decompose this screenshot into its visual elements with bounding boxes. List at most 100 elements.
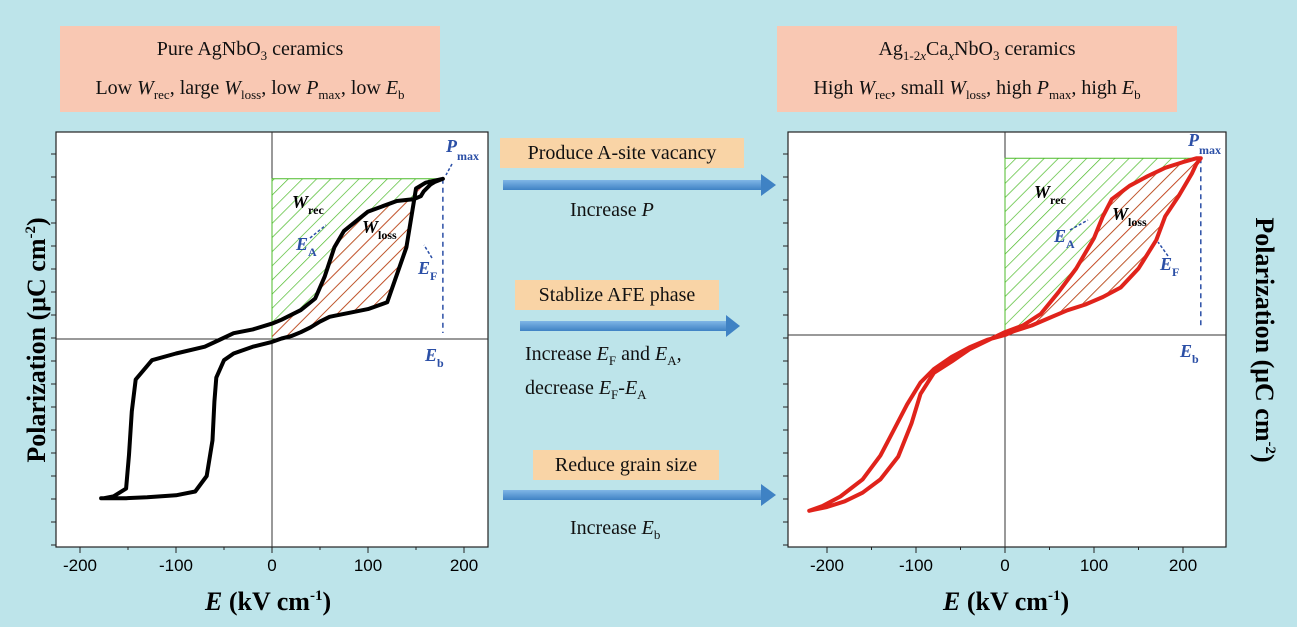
- right-eb-label: Eb: [1179, 341, 1199, 366]
- text-run: 3: [992, 48, 1000, 63]
- arrow-grain: [503, 484, 776, 506]
- x-tick-label: -200: [810, 556, 844, 575]
- step-grain-tag: Reduce grain size: [533, 450, 719, 480]
- x-tick-label: -100: [159, 556, 193, 575]
- text-run: loss: [240, 87, 262, 102]
- left-summary-properties: Low Wrec, large Wloss, low Pmax, low Eb: [60, 72, 440, 111]
- text-run: ,: [676, 343, 682, 365]
- text-run: E: [654, 343, 668, 365]
- right-pe-loop-chart: -200 -100 0 100 200 Wrec Wloss EA EF Pmax Eb…: [783, 130, 1279, 616]
- right-wrec-label: Wrec: [1034, 182, 1066, 207]
- text-run: max: [318, 87, 341, 102]
- text-run: E: [624, 377, 638, 399]
- text-run: 1-2: [902, 48, 921, 63]
- text-run: , low: [261, 77, 307, 99]
- left-pmax-label: Pmax: [445, 136, 479, 163]
- text-run: -: [618, 377, 625, 399]
- text-run: NbO: [954, 38, 993, 60]
- text-run: W: [949, 77, 966, 99]
- left-wloss-label: Wloss: [362, 217, 397, 242]
- text-run: F: [608, 353, 617, 368]
- text-run: b: [1134, 87, 1141, 102]
- text-run: loss: [965, 87, 987, 102]
- x-tick-label: 100: [354, 556, 382, 575]
- right-ea-label: EA: [1053, 226, 1075, 251]
- text-run: Increase: [570, 517, 642, 539]
- text-run: W: [224, 77, 241, 99]
- left-y-axis-label: Polarization (μC cm-2): [22, 217, 51, 462]
- left-wrec-label: Wrec: [292, 192, 324, 217]
- text-run: E: [385, 77, 399, 99]
- right-summary-properties: High Wrec, small Wloss, high Pmax, high …: [777, 72, 1177, 111]
- x-tick-label: 200: [450, 556, 478, 575]
- step-vacancy-effect: Increase P: [570, 196, 654, 224]
- right-wloss-area: [1005, 158, 1201, 335]
- text-run: P: [306, 77, 319, 99]
- text-run: , low: [340, 77, 386, 99]
- text-run: Increase: [570, 199, 642, 221]
- text-run: b: [653, 527, 661, 542]
- step-afe-effect-line2: decrease EF-EA: [525, 374, 647, 409]
- right-summary-title: Ag1-2xCaxNbO3 ceramics: [777, 33, 1177, 72]
- right-ea-pointer: [1069, 219, 1089, 231]
- step-vacancy-tag: Produce A-site vacancy: [500, 138, 744, 168]
- right-wloss-label: Wloss: [1112, 204, 1147, 229]
- x-tick-label: 0: [267, 556, 276, 575]
- text-run: Increase: [525, 343, 597, 365]
- text-run: , high: [986, 77, 1037, 99]
- step-grain-effect: Increase Eb: [570, 514, 660, 549]
- left-summary-box: Pure AgNbO3 ceramics Low Wrec, large Wlo…: [60, 26, 440, 112]
- text-run: Ca: [926, 38, 949, 60]
- text-run: ceramics: [999, 38, 1076, 60]
- text-run: decrease: [525, 377, 599, 399]
- text-run: x: [920, 48, 927, 63]
- text-run: E: [641, 517, 654, 539]
- text-run: max: [1048, 87, 1072, 102]
- text-run: x: [948, 48, 955, 63]
- text-run: , large: [169, 77, 225, 99]
- text-run: P: [641, 199, 654, 221]
- step-afe-tag: Stablize AFE phase: [515, 280, 719, 310]
- left-x-axis-label: E (kV cm-1): [204, 587, 331, 616]
- right-summary-box: Ag1-2xCaxNbO3 ceramics High Wrec, small …: [777, 26, 1177, 112]
- left-pmax-pointer: [445, 163, 453, 176]
- text-run: A: [637, 387, 647, 402]
- text-run: and: [616, 343, 655, 365]
- right-pmax-label: Pmax: [1187, 130, 1221, 157]
- text-run: W: [858, 77, 876, 99]
- text-run: High: [813, 77, 859, 99]
- right-hysteresis-loop: [807, 156, 1203, 513]
- x-tick-label: -100: [899, 556, 933, 575]
- text-run: W: [137, 77, 154, 99]
- text-run: E: [1121, 77, 1135, 99]
- right-ef-pointer: [1157, 241, 1169, 257]
- text-run: , small: [890, 77, 950, 99]
- left-hysteresis-loop: [99, 176, 445, 501]
- arrow-afe: [520, 315, 740, 337]
- left-pe-loop-chart: -200 -100 0 100 200 Wrec Wloss EA EF Pmax Eb…: [22, 131, 489, 616]
- text-run: rec: [875, 87, 891, 102]
- text-run: E: [598, 377, 612, 399]
- left-ea-label: EA: [295, 234, 317, 259]
- text-run: Low: [95, 77, 138, 99]
- text-run: P: [1036, 77, 1049, 99]
- text-run: b: [398, 87, 405, 102]
- left-eb-label: Eb: [424, 345, 444, 370]
- left-ef-label: EF: [417, 258, 437, 283]
- text-run: A: [667, 353, 677, 368]
- x-tick-label: 0: [1000, 556, 1009, 575]
- text-run: F: [611, 387, 619, 402]
- x-tick-label: 100: [1080, 556, 1108, 575]
- x-tick-label: 200: [1169, 556, 1197, 575]
- text-run: Ag: [878, 38, 903, 60]
- left-ef-pointer: [423, 244, 433, 259]
- right-ef-label: EF: [1159, 254, 1179, 279]
- x-tick-label: -200: [63, 556, 97, 575]
- text-run: E: [596, 343, 609, 365]
- text-run: , high: [1071, 77, 1122, 99]
- left-ea-pointer: [309, 224, 327, 239]
- left-summary-title: Pure AgNbO3 ceramics: [156, 38, 344, 63]
- step-afe-effect-line1: Increase EF and EA,: [525, 340, 682, 375]
- right-x-axis-label: E (kV cm-1): [942, 587, 1069, 616]
